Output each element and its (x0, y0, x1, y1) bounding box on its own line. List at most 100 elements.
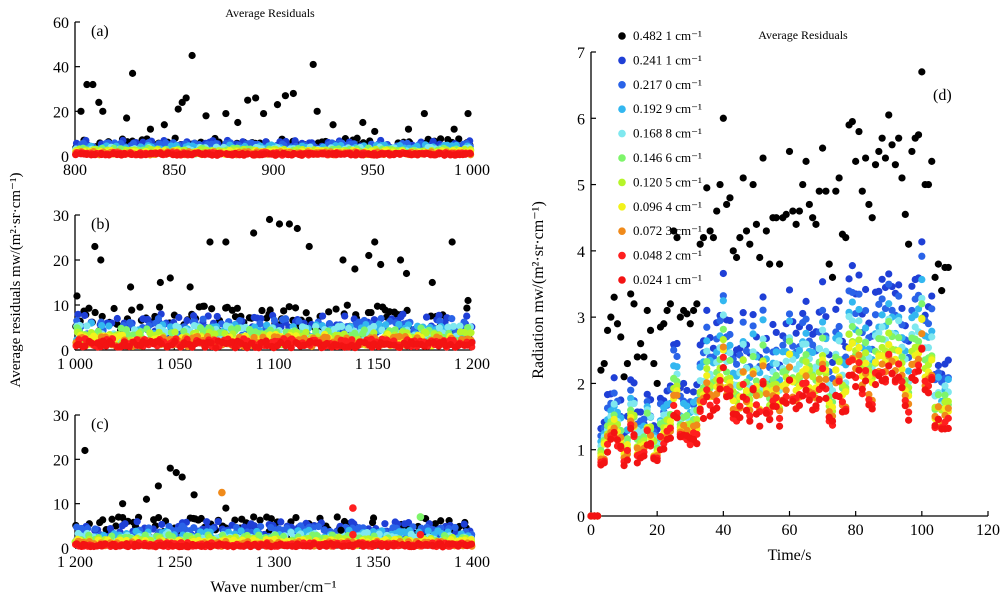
panel-d-point-series-7 (895, 347, 903, 355)
panel-d-point-series-2 (640, 415, 648, 423)
panel-d-point-series-0 (607, 313, 615, 321)
panel-b-point (285, 303, 293, 311)
panel-d-point-series-0 (739, 174, 747, 182)
panel-a-outlier-point (77, 107, 85, 115)
panel-d-point-series-0 (617, 333, 625, 341)
panel-b-point (256, 320, 264, 328)
panel-c-point (437, 517, 445, 525)
panel-d-x-axis-label: Time/s (768, 547, 812, 564)
panel-d-point-series-4 (610, 400, 618, 408)
panel-d-point-series-7 (742, 387, 751, 395)
panel-a-point (261, 150, 269, 158)
panel-a-point (437, 135, 445, 143)
panel-d-point-series-6 (845, 330, 853, 338)
panel-a-outlier-point (450, 125, 458, 133)
panel-d-point-series-0 (746, 240, 754, 248)
panel-b-point (108, 340, 116, 348)
panel-b-y-tick-label: 10 (53, 298, 69, 315)
panel-c-point (154, 513, 163, 522)
panel-d-point-series-4 (726, 349, 734, 357)
panel-d-point-series-0 (663, 306, 671, 315)
panel-a-outlier-point (202, 112, 210, 120)
panel-d-point-series-0 (686, 320, 694, 328)
panel-a-title: Average Residuals (225, 6, 315, 20)
panel-b-point (435, 311, 443, 319)
panel-b-point (395, 320, 403, 329)
panel-c-point (108, 515, 116, 523)
panel-d-point-series-1 (885, 270, 893, 278)
panel-d-point-series-1 (818, 278, 827, 286)
panel-c-point (214, 517, 222, 526)
panel-d-point-series-1 (934, 361, 942, 370)
panel-d-point-series-7 (861, 359, 870, 367)
panel-d-point-series-5 (861, 338, 870, 347)
panel-d-point-series-4 (802, 340, 810, 348)
panel-d-point-series-4 (835, 337, 843, 345)
panel-a-point (91, 151, 99, 159)
panel-d-point-series-1 (835, 297, 843, 305)
panel-c-point (277, 518, 285, 526)
panel-a-outlier-point (404, 125, 413, 133)
panel-a-outlier-point (420, 109, 428, 118)
panel-d-point-series-1 (769, 320, 777, 329)
panel-d-point-series-0 (643, 306, 651, 315)
panel-d-point-series-0 (775, 260, 784, 268)
panel-d-point-series-5 (885, 317, 893, 326)
panel-d-point-series-0 (799, 180, 807, 189)
panel-d-point-series-0 (848, 118, 856, 126)
panel-d-point-series-7 (832, 366, 840, 374)
panel-d-point-series-5 (895, 334, 903, 342)
panel-a-point (121, 150, 129, 158)
panel-c-point (158, 520, 166, 529)
panel-a-x-tick-label: 950 (361, 162, 385, 179)
panel-d-point-series-0 (603, 326, 612, 334)
panel-d-point-series-2 (759, 306, 767, 314)
panel-d-label: (d) (933, 87, 952, 104)
panel-d-point-series-7 (885, 340, 893, 349)
panel-d-point-series-0 (637, 340, 645, 348)
panel-b-point (136, 303, 144, 311)
panel-c-point (460, 520, 468, 528)
panel-d-y-tick-label: 2 (577, 376, 585, 393)
panel-a-point (319, 150, 328, 158)
panel-d-point-series-1 (845, 275, 853, 283)
panel-a-y-tick-label: 20 (53, 104, 69, 121)
panel-c-point (101, 540, 109, 548)
panel-d-x-tick-label: 80 (848, 522, 864, 539)
panel-a-outlier-point (128, 69, 137, 77)
panel-d-point-series-3 (673, 363, 681, 371)
panel-d-point-series-2 (848, 288, 856, 297)
panel-a-outlier-point (289, 89, 297, 98)
panel-d-point-series-3 (772, 348, 780, 356)
panel-b-point (128, 306, 136, 314)
panel-d-point-series-4 (815, 345, 823, 353)
panel-b-outlier-point (305, 242, 313, 251)
panel-b-outlier-point (448, 238, 456, 246)
panel-d-point-series-1 (739, 309, 747, 317)
panel-a-x-tick-label: 900 (262, 162, 286, 179)
panel-b-point (325, 320, 334, 328)
panel-d-point-series-1 (680, 379, 688, 388)
panel-d-point-series-1 (726, 316, 734, 325)
panel-a-point (466, 149, 474, 158)
panel-d-point-series-7 (703, 372, 711, 380)
panel-d-point-series-4 (703, 347, 711, 355)
panel-d-point-series-3 (809, 348, 817, 357)
panel-d-point-series-4 (855, 317, 863, 325)
panel-b-point (332, 305, 340, 313)
panel-d-point-series-0 (772, 214, 780, 222)
panel-d-point-series-0 (944, 263, 952, 272)
panel-b-point (98, 312, 106, 321)
panel-d-point-series-5 (855, 328, 863, 336)
panel-d-point-series-0 (842, 234, 850, 242)
panel-d-point-series-1 (861, 285, 870, 294)
panel-d-point-series-5 (818, 334, 827, 342)
panel-b-point (302, 309, 310, 317)
panel-b-point (436, 317, 444, 325)
panel-d-point-series-1 (848, 262, 856, 270)
panel-d-point-series-2 (871, 311, 880, 319)
panel-d-point-series-2 (749, 322, 757, 330)
panel-d-point-series-3 (885, 300, 893, 308)
panel-b-point (367, 308, 375, 317)
